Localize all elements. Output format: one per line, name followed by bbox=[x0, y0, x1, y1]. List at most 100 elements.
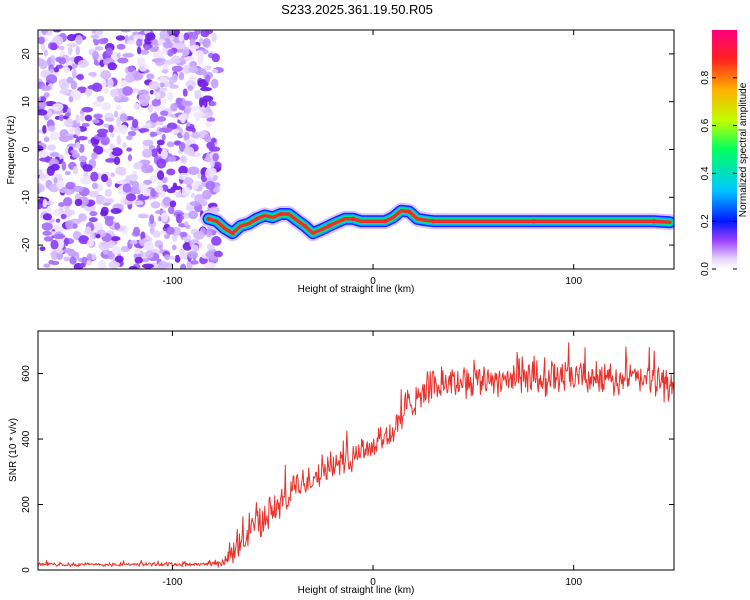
noise-blob bbox=[76, 136, 88, 141]
y-tick-label: 20 bbox=[21, 48, 32, 60]
noise-blob bbox=[40, 30, 49, 34]
noise-blob bbox=[149, 214, 155, 225]
noise-blob bbox=[206, 141, 215, 149]
noise-blob bbox=[211, 32, 217, 43]
noise-blob bbox=[127, 65, 135, 73]
noise-blob bbox=[178, 32, 184, 43]
noise-blob bbox=[76, 74, 84, 80]
noise-blob bbox=[84, 114, 93, 122]
snr-panel: -100 0 100 0 200 400 600 Height of straight l… bbox=[8, 330, 675, 596]
noise-blob bbox=[84, 226, 92, 235]
noise-blob bbox=[108, 261, 120, 269]
noise-blob bbox=[107, 78, 114, 89]
noise-blob bbox=[144, 45, 150, 51]
noise-blob bbox=[78, 235, 89, 242]
noise-blob bbox=[170, 55, 182, 64]
noise-blob bbox=[166, 141, 175, 148]
noise-blob bbox=[58, 135, 70, 143]
noise-blob bbox=[91, 152, 98, 160]
noise-blob bbox=[158, 127, 170, 133]
noise-blob bbox=[65, 219, 74, 230]
noise-blob bbox=[162, 196, 172, 207]
tone-peak bbox=[406, 209, 412, 214]
noise-blob bbox=[204, 65, 212, 71]
tone-peak bbox=[278, 211, 283, 217]
noise-blob bbox=[122, 142, 127, 148]
noise-blob bbox=[46, 205, 52, 215]
tone-peak bbox=[302, 223, 308, 229]
noise-blob bbox=[116, 135, 122, 145]
noise-blob bbox=[133, 34, 146, 40]
noise-blob bbox=[161, 133, 166, 141]
noise-blob bbox=[43, 136, 50, 143]
noise-blob bbox=[55, 218, 61, 223]
y-tick-label: -10 bbox=[21, 190, 32, 205]
spectrogram-x-axis-label: Height of straight line (km) bbox=[298, 284, 415, 295]
noise-blob bbox=[65, 112, 71, 117]
colorbar-tick-label: 0.6 bbox=[700, 118, 711, 132]
noise-blob bbox=[210, 78, 219, 89]
noise-blob bbox=[86, 260, 92, 266]
noise-blob bbox=[189, 201, 201, 207]
noise-blob bbox=[151, 58, 163, 63]
noise-blob bbox=[174, 42, 186, 50]
noise-blob bbox=[149, 112, 159, 123]
y-tick-label: 0 bbox=[21, 567, 32, 573]
colorbar-tick-label: 0.0 bbox=[700, 262, 711, 276]
noise-blob bbox=[172, 73, 178, 83]
noise-blob bbox=[145, 32, 156, 41]
noise-blob bbox=[160, 149, 168, 160]
noise-blob bbox=[69, 127, 77, 134]
noise-blob bbox=[183, 146, 195, 156]
noise-blob bbox=[75, 34, 83, 45]
noise-blob bbox=[116, 52, 121, 59]
noise-blob bbox=[120, 196, 126, 205]
noise-blob bbox=[105, 117, 115, 122]
noise-blob bbox=[96, 132, 108, 138]
y-tick-label: 0 bbox=[21, 146, 32, 152]
noise-blob bbox=[50, 250, 59, 261]
noise-blob bbox=[209, 169, 215, 179]
noise-blob bbox=[206, 117, 216, 122]
snr-y-ticks: 0 200 400 600 bbox=[21, 365, 674, 573]
noise-blob bbox=[193, 111, 205, 118]
tone-track bbox=[200, 202, 674, 242]
noise-blob bbox=[174, 254, 181, 263]
noise-blob bbox=[154, 121, 164, 126]
tone-peak bbox=[431, 219, 436, 224]
noise-blob bbox=[90, 171, 99, 182]
noise-blob bbox=[205, 169, 211, 179]
noise-blob bbox=[42, 230, 52, 236]
noise-blob bbox=[209, 101, 217, 107]
noise-blob bbox=[115, 35, 126, 41]
noise-blob bbox=[178, 165, 188, 175]
noise-blob bbox=[145, 250, 154, 259]
noise-blob bbox=[165, 226, 175, 235]
noise-blob bbox=[38, 183, 45, 193]
noise-blob bbox=[128, 265, 138, 269]
x-tick-label: 100 bbox=[565, 276, 582, 287]
noise-blob bbox=[200, 199, 208, 207]
noise-blob bbox=[49, 68, 55, 74]
noise-blob bbox=[186, 206, 195, 211]
noise-blob bbox=[95, 195, 107, 205]
noise-blob bbox=[178, 71, 185, 81]
noise-blob bbox=[92, 119, 100, 124]
noise-blob bbox=[211, 138, 217, 143]
noise-blob bbox=[50, 239, 59, 250]
noise-blob bbox=[94, 46, 104, 51]
noise-blob bbox=[43, 92, 50, 98]
noise-blob bbox=[168, 255, 176, 260]
noise-blob bbox=[100, 70, 112, 80]
noise-blob bbox=[89, 190, 98, 198]
noise-blob bbox=[209, 256, 218, 261]
noise-blob bbox=[126, 147, 133, 152]
noise-blob bbox=[132, 102, 140, 110]
noise-blob bbox=[66, 143, 78, 148]
noise-blob bbox=[38, 30, 42, 39]
noise-blob bbox=[184, 56, 195, 62]
noise-blob bbox=[202, 189, 212, 200]
noise-blob bbox=[187, 166, 200, 176]
noise-blob bbox=[66, 76, 74, 84]
